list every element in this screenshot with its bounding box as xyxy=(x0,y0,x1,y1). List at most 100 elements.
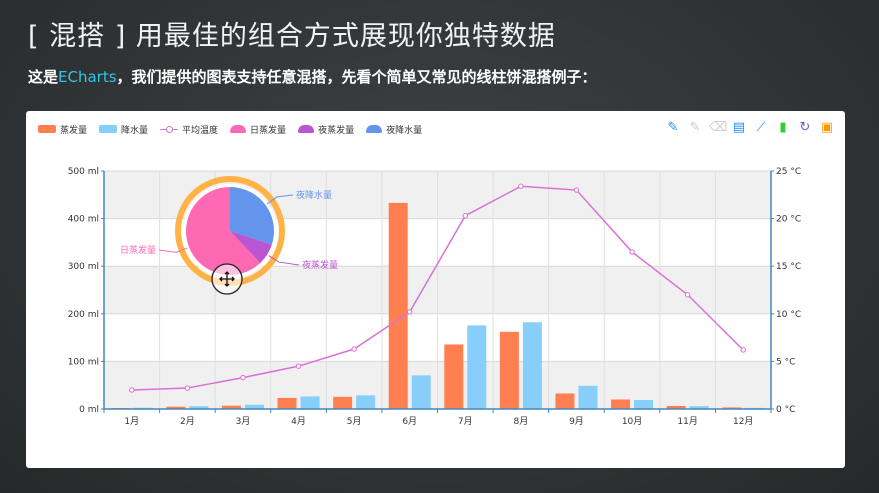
line-chart-icon[interactable]: ⟋ xyxy=(756,120,766,135)
echarts-brand: ECharts xyxy=(58,68,117,86)
subtitle-suffix: ，我们提供的图表支持任意混搭，先看个简单又常见的线柱饼混搭例子： xyxy=(116,68,597,86)
y-right-tick-label: 20 °C xyxy=(776,215,801,225)
bar xyxy=(166,406,186,409)
pie-label: 日蒸发量 xyxy=(120,244,156,256)
line-layer xyxy=(129,183,746,393)
cursor-arrows xyxy=(219,271,235,287)
y-right-tick-label: 5 °C xyxy=(776,357,795,367)
mark-undo-icon[interactable]: ✎ xyxy=(689,120,701,135)
bar xyxy=(722,407,742,409)
x-tick-label: 8月 xyxy=(514,416,529,427)
bar xyxy=(189,406,209,409)
y-left-tick-label: 500 ml xyxy=(68,167,99,177)
bar xyxy=(555,393,575,409)
bar xyxy=(221,405,241,409)
pie-label-line xyxy=(266,194,294,205)
x-tick-label: 5月 xyxy=(347,416,362,427)
temperature-line xyxy=(131,185,744,391)
bar xyxy=(411,375,431,409)
slide-subtitle: 这是ECharts，我们提供的图表支持任意混搭，先看个简单又常见的线柱饼混搭例子… xyxy=(28,66,597,87)
legend-label: 蒸发量 xyxy=(60,125,88,136)
legend-swatch xyxy=(38,125,56,133)
bar xyxy=(578,385,598,409)
pie-label: 夜降水量 xyxy=(296,189,332,201)
y-right-tick-label: 0 °C xyxy=(776,405,795,415)
line-point xyxy=(629,249,635,255)
pie-label-line xyxy=(158,247,188,253)
line-point xyxy=(740,347,746,353)
legend-label: 夜蒸发量 xyxy=(318,125,355,136)
mark-icon[interactable]: ✎ xyxy=(667,120,679,135)
x-tick-label: 6月 xyxy=(402,416,417,427)
pie-slice xyxy=(230,231,272,264)
legend-swatch xyxy=(298,125,315,133)
x-tick-label: 11月 xyxy=(677,416,697,427)
bar xyxy=(277,397,297,409)
legend-label: 降水量 xyxy=(121,125,149,136)
legend-swatch xyxy=(366,125,383,133)
chart-card: 蒸发量 降水量 平均温度 日蒸发量 夜蒸发量 夜降水量 ✎ ✎ ⌫ ▤ ⟋ ▮ ↻ ▣ 0 ml 100 … xyxy=(26,111,845,468)
line-point xyxy=(462,213,468,219)
bar xyxy=(522,322,542,409)
bar xyxy=(244,404,264,409)
line-point xyxy=(518,183,524,189)
y-left-tick-label: 100 ml xyxy=(68,357,99,367)
x-tick-label: 9月 xyxy=(569,416,584,427)
pie-label-line xyxy=(268,255,300,266)
x-tick-label: 3月 xyxy=(236,416,251,427)
x-tick-label: 7月 xyxy=(458,416,473,427)
legend-item[interactable]: 平均温度 xyxy=(160,123,218,136)
y-left-tick-label: 400 ml xyxy=(68,215,99,225)
x-tick-label: 2月 xyxy=(180,416,195,427)
y-right-tick-label: 10 °C xyxy=(776,310,801,320)
line-point xyxy=(240,374,246,381)
move-cursor-icon[interactable] xyxy=(211,263,243,295)
bar-chart-icon[interactable]: ▮ xyxy=(779,120,787,135)
legend-label: 日蒸发量 xyxy=(250,125,287,136)
bar xyxy=(444,344,464,409)
legend-item[interactable]: 降水量 xyxy=(99,123,148,136)
x-tick-label: 1月 xyxy=(124,416,139,427)
legend-swatch xyxy=(160,125,179,133)
legend-label: 夜降水量 xyxy=(386,125,423,136)
bar xyxy=(300,396,320,409)
legend-label: 平均温度 xyxy=(182,125,219,136)
data-view-icon[interactable]: ▤ xyxy=(732,120,746,135)
pie-label: 夜蒸发量 xyxy=(302,259,338,271)
y-left-tick-label: 200 ml xyxy=(68,310,99,320)
save-image-icon[interactable]: ▣ xyxy=(820,120,834,135)
line-point xyxy=(295,363,302,369)
mark-clear-icon[interactable]: ⌫ xyxy=(709,120,728,135)
chart-legend: 蒸发量 降水量 平均温度 日蒸发量 夜蒸发量 夜降水量 xyxy=(38,121,434,137)
subtitle-prefix: 这是 xyxy=(28,68,59,86)
bar xyxy=(634,400,654,409)
legend-item[interactable]: 夜蒸发量 xyxy=(298,123,354,136)
y-right-tick-label: 25 °C xyxy=(776,167,801,177)
line-point xyxy=(129,387,135,393)
x-tick-label: 12月 xyxy=(733,416,753,427)
pie-slice xyxy=(230,187,274,245)
bar-layer xyxy=(110,202,765,409)
chart-toolbox: ✎ ✎ ⌫ ▤ ⟋ ▮ ↻ ▣ xyxy=(659,120,835,136)
line-point xyxy=(684,292,691,298)
x-tick-label: 10月 xyxy=(622,416,642,427)
bar xyxy=(499,331,519,409)
line-point xyxy=(184,385,191,391)
legend-swatch xyxy=(99,125,118,133)
legend-item[interactable]: 日蒸发量 xyxy=(230,123,286,136)
x-tick-label: 4月 xyxy=(291,416,306,427)
y-left-tick-label: 300 ml xyxy=(68,262,99,272)
bar xyxy=(689,406,709,409)
y-left-tick-label: 0 ml xyxy=(79,405,99,415)
y-right-tick-label: 15 °C xyxy=(776,262,801,272)
legend-item[interactable]: 蒸发量 xyxy=(38,123,87,136)
legend-swatch xyxy=(230,125,247,133)
bar xyxy=(666,405,686,409)
restore-icon[interactable]: ↻ xyxy=(799,120,811,135)
bar xyxy=(333,396,353,409)
bar xyxy=(467,325,487,409)
pie-slice xyxy=(186,187,261,275)
mixed-chart[interactable]: 0 ml 100 ml 200 ml 300 ml 400 ml 500 ml 0 °C 5 … xyxy=(26,111,845,468)
bar xyxy=(388,202,408,409)
legend-item[interactable]: 夜降水量 xyxy=(366,123,422,136)
